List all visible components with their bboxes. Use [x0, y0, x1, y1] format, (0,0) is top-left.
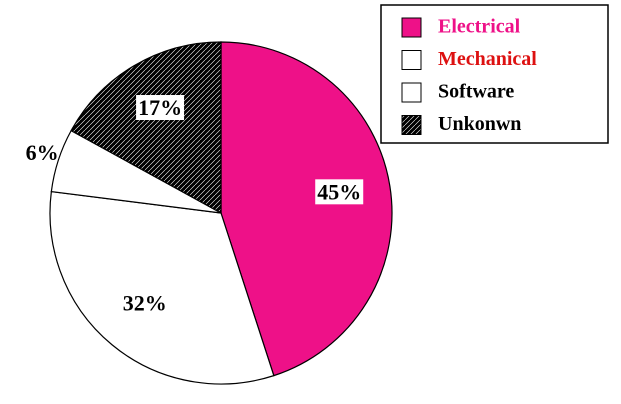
- data-label: 6%: [26, 140, 59, 165]
- legend-swatch: [401, 82, 422, 103]
- data-label-bg: [136, 95, 185, 121]
- legend-swatch: [401, 50, 422, 70]
- data-label: 32%: [123, 290, 167, 315]
- data-label-bg: [120, 290, 169, 316]
- data-label: 45%: [317, 179, 361, 204]
- pie-slice: [49, 190, 275, 385]
- legend-label: Unkonwn: [438, 113, 521, 135]
- legend-label: Mechanical: [438, 48, 537, 70]
- legend-swatch: [401, 17, 422, 38]
- legend-label: Electrical: [438, 16, 521, 38]
- data-label: 17%: [138, 95, 182, 120]
- data-label-bg: [315, 179, 364, 205]
- legend-swatch: [401, 115, 422, 135]
- pie-slice: [70, 41, 222, 215]
- legend-label: Software: [438, 81, 514, 103]
- pie-slice: [220, 41, 393, 377]
